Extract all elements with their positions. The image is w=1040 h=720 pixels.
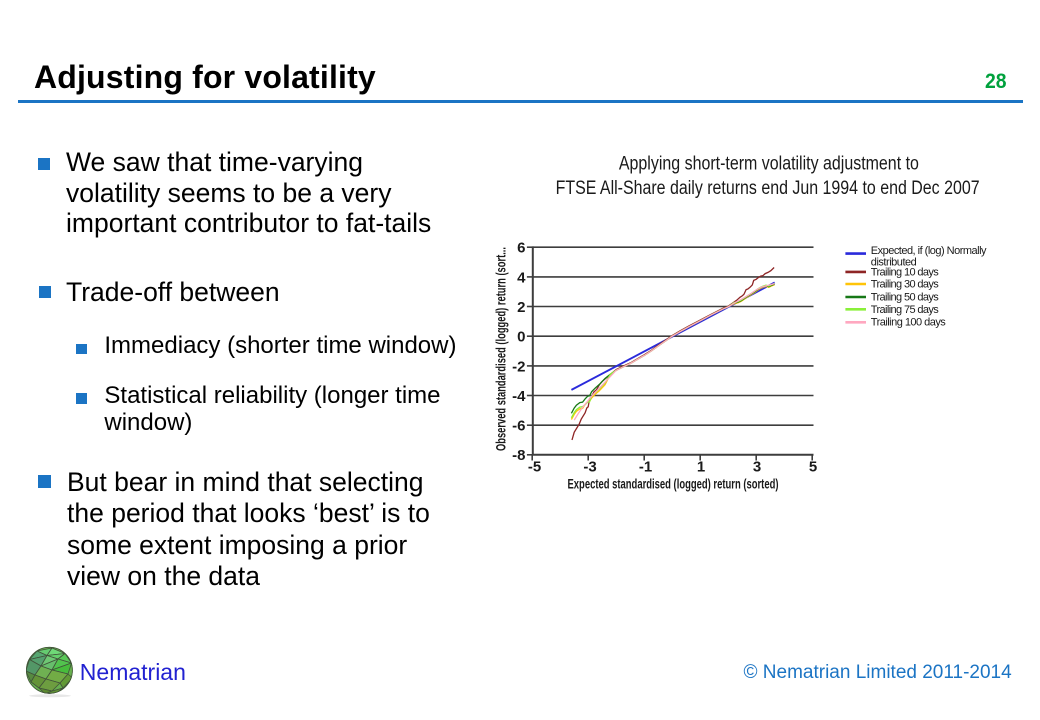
svg-text:Trailing 75 days: Trailing 75 days	[871, 304, 940, 316]
svg-text:-4: -4	[512, 388, 526, 405]
svg-text:Expected, if (log) Normally: Expected, if (log) Normally	[871, 245, 987, 257]
svg-text:Trailing 10 days: Trailing 10 days	[871, 267, 940, 279]
svg-text:2: 2	[517, 299, 525, 316]
svg-text:1: 1	[697, 459, 705, 476]
svg-text:5: 5	[809, 459, 817, 476]
svg-text:0: 0	[517, 329, 525, 346]
svg-text:Trailing 100 days: Trailing 100 days	[871, 317, 947, 329]
svg-text:Observed standardised (logged): Observed standardised (logged) return (s…	[494, 247, 509, 451]
svg-text:distributed: distributed	[871, 257, 917, 269]
svg-text:-1: -1	[639, 459, 652, 476]
svg-text:-3: -3	[583, 459, 596, 476]
svg-text:6: 6	[517, 240, 525, 257]
svg-text:-8: -8	[512, 447, 525, 464]
svg-text:4: 4	[517, 269, 526, 286]
svg-text:Trailing 30 days: Trailing 30 days	[871, 279, 940, 291]
svg-text:Trailing 50 days: Trailing 50 days	[871, 292, 940, 304]
svg-text:Applying short-term volatility: Applying short-term volatility adjustmen…	[619, 154, 919, 175]
svg-text:-2: -2	[512, 358, 525, 375]
svg-text:FTSE All-Share daily returns e: FTSE All-Share daily returns end Jun 199…	[556, 178, 980, 199]
svg-text:3: 3	[753, 459, 761, 476]
svg-text:-6: -6	[512, 418, 525, 435]
svg-text:-5: -5	[528, 459, 541, 476]
svg-text:Expected standardised (logged): Expected standardised (logged) return (s…	[568, 477, 779, 492]
